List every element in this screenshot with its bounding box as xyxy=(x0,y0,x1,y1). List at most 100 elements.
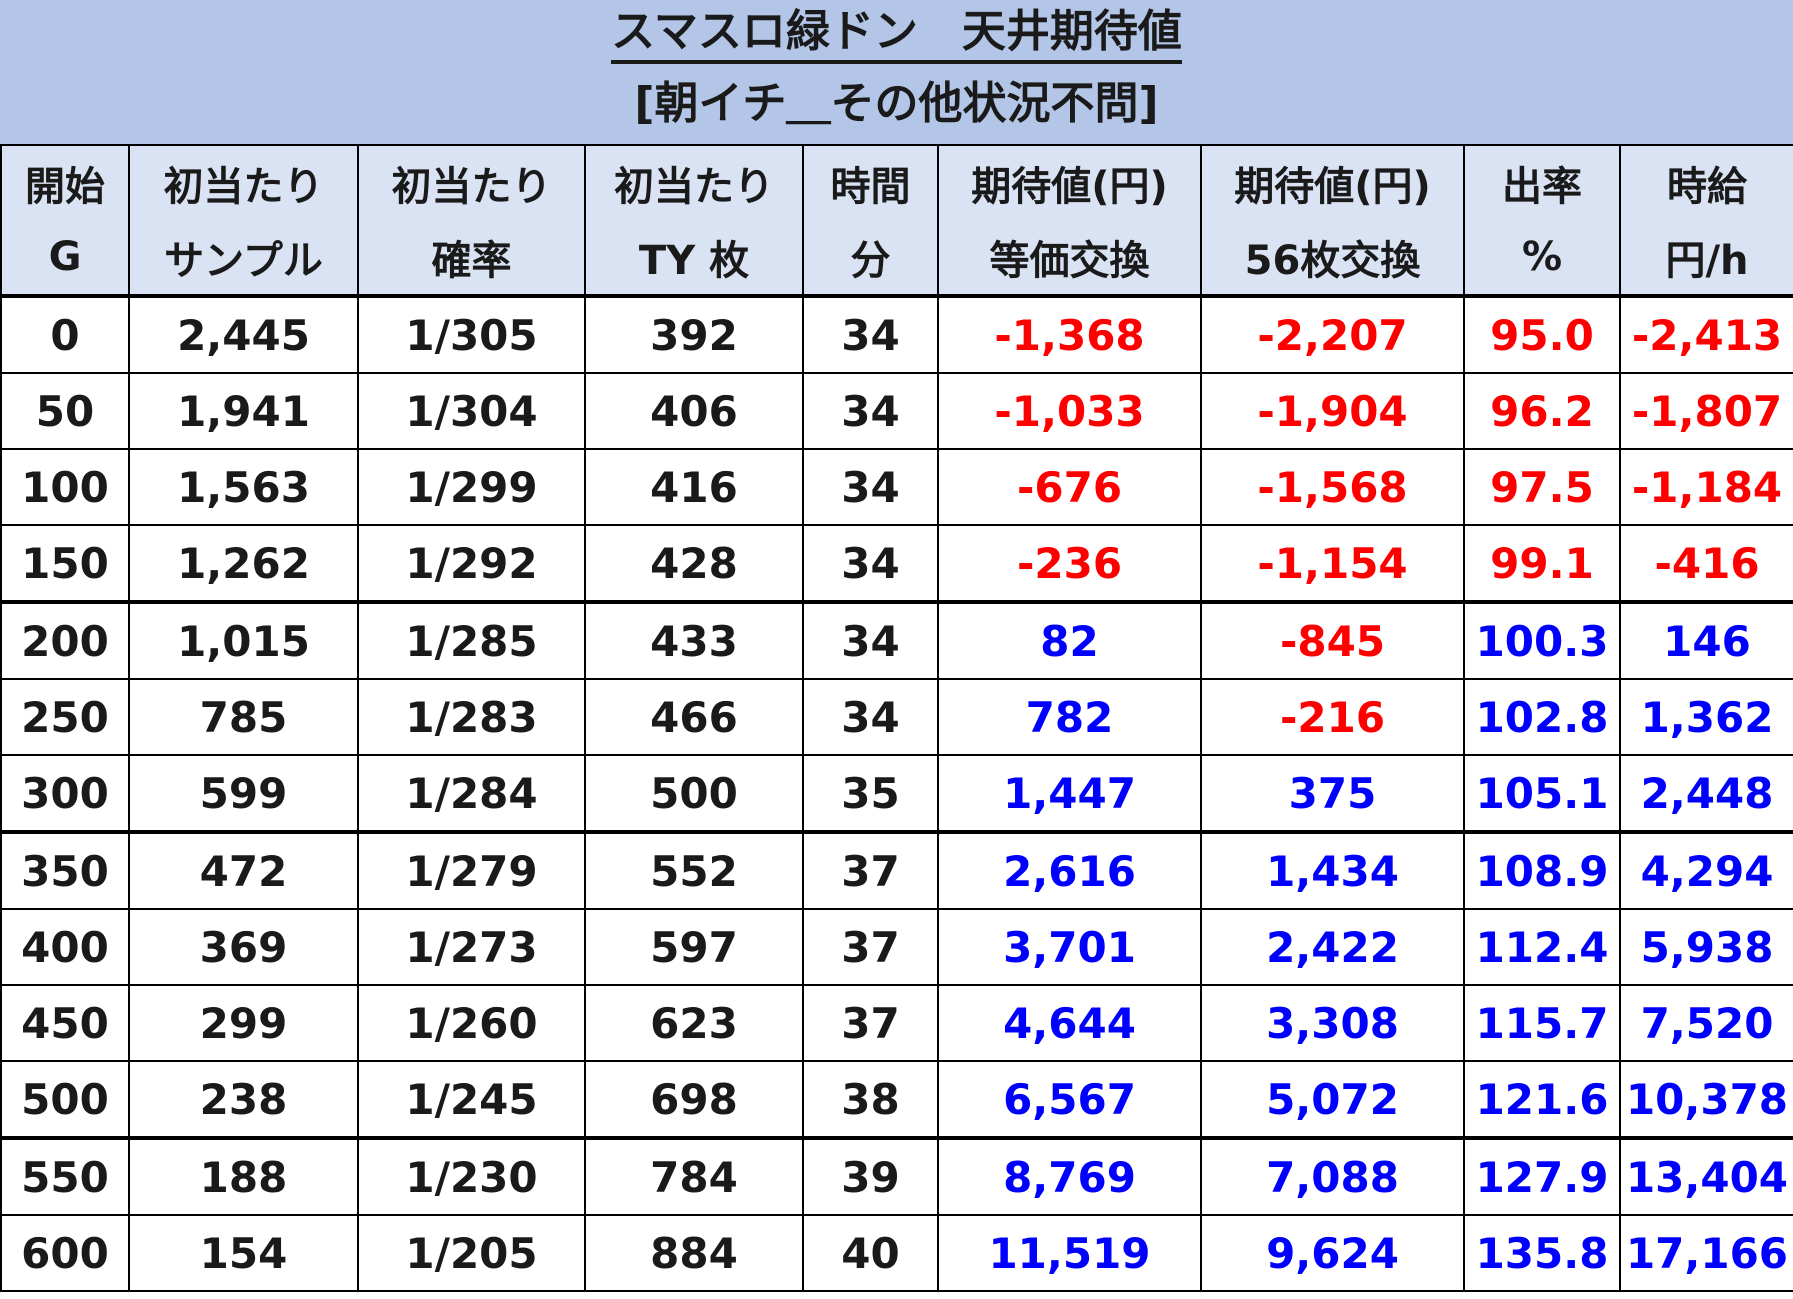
column-header-ev-56-unit: 56枚交換 xyxy=(1200,220,1465,298)
table-row: 150 1,262 1/292 428 34 -236 -1,154 99.1 -416 xyxy=(0,524,1793,603)
cell-payout-rate: 135.8 xyxy=(1463,1214,1621,1292)
cell-payout-rate: 95.0 xyxy=(1463,295,1621,374)
cell-hit-payout: 884 xyxy=(584,1214,804,1292)
cell-hit-payout: 552 xyxy=(584,830,804,910)
cell-hit-sample: 369 xyxy=(128,908,359,986)
cell-hourly: 2,448 xyxy=(1619,754,1793,833)
cell-hourly: 4,294 xyxy=(1619,830,1793,910)
cell-start-game: 500 xyxy=(0,1060,130,1139)
cell-payout-rate: 127.9 xyxy=(1463,1136,1621,1216)
cell-payout-rate: 102.8 xyxy=(1463,678,1621,756)
cell-start-game: 50 xyxy=(0,372,130,450)
cell-hit-sample: 2,445 xyxy=(128,295,359,374)
cell-payout-rate: 100.3 xyxy=(1463,600,1621,680)
cell-ev-equal: 8,769 xyxy=(937,1136,1202,1216)
cell-hourly: 5,938 xyxy=(1619,908,1793,986)
cell-time: 37 xyxy=(802,908,939,986)
column-header-ev-equal: 期待値(円) xyxy=(937,144,1202,220)
cell-payout-rate: 108.9 xyxy=(1463,830,1621,910)
cell-ev-equal: -1,033 xyxy=(937,372,1202,450)
column-header-hit-sample-unit: サンプル xyxy=(128,220,359,298)
cell-hit-probability: 1/230 xyxy=(357,1136,586,1216)
cell-ev-56: -216 xyxy=(1200,678,1465,756)
cell-hit-payout: 784 xyxy=(584,1136,804,1216)
cell-start-game: 400 xyxy=(0,908,130,986)
ceiling-expected-value-table: 開始 初当たり 初当たり 初当たり 時間 期待値(円) 期待値(円) 出率 時給 G サンプル 確率… xyxy=(0,144,1793,1292)
cell-hourly: 17,166 xyxy=(1619,1214,1793,1292)
column-header-hit-probability: 初当たり xyxy=(357,144,586,220)
cell-ev-56: -845 xyxy=(1200,600,1465,680)
cell-hit-payout: 597 xyxy=(584,908,804,986)
column-header-ev-56: 期待値(円) xyxy=(1200,144,1465,220)
title-block: スマスロ緑ドン 天井期待値 [朝イチ＿その他状況不問] xyxy=(0,0,1793,144)
cell-ev-56: 2,422 xyxy=(1200,908,1465,986)
cell-time: 34 xyxy=(802,600,939,680)
cell-time: 34 xyxy=(802,448,939,526)
cell-hit-probability: 1/260 xyxy=(357,984,586,1062)
cell-ev-56: 3,308 xyxy=(1200,984,1465,1062)
cell-ev-equal: 3,701 xyxy=(937,908,1202,986)
cell-ev-equal: -676 xyxy=(937,448,1202,526)
cell-ev-56: 1,434 xyxy=(1200,830,1465,910)
cell-time: 34 xyxy=(802,295,939,374)
cell-hit-sample: 1,015 xyxy=(128,600,359,680)
cell-ev-56: -1,154 xyxy=(1200,524,1465,603)
cell-time: 37 xyxy=(802,984,939,1062)
cell-start-game: 600 xyxy=(0,1214,130,1292)
cell-time: 37 xyxy=(802,830,939,910)
column-header-hourly: 時給 xyxy=(1619,144,1793,220)
cell-ev-56: 9,624 xyxy=(1200,1214,1465,1292)
cell-time: 35 xyxy=(802,754,939,833)
cell-ev-56: -1,568 xyxy=(1200,448,1465,526)
header-row-bottom: G サンプル 確率 TY 枚分等価交換 56枚交換% 円/h xyxy=(0,220,1793,298)
cell-hit-sample: 188 xyxy=(128,1136,359,1216)
column-header-start-game-unit: G xyxy=(0,220,130,298)
cell-payout-rate: 121.6 xyxy=(1463,1060,1621,1139)
cell-start-game: 450 xyxy=(0,984,130,1062)
cell-hourly: 13,404 xyxy=(1619,1136,1793,1216)
table-row: 0 2,445 1/305 392 34 -1,368 -2,207 95.0 -2,413 xyxy=(0,295,1793,374)
cell-start-game: 350 xyxy=(0,830,130,910)
cell-ev-equal: 1,447 xyxy=(937,754,1202,833)
cell-payout-rate: 115.7 xyxy=(1463,984,1621,1062)
table-header: 開始 初当たり 初当たり 初当たり 時間 期待値(円) 期待値(円) 出率 時給 G サンプル 確率… xyxy=(0,144,1793,298)
table-row: 400 369 1/273 597 37 3,701 2,422 112.4 5,938 xyxy=(0,908,1793,986)
cell-time: 39 xyxy=(802,1136,939,1216)
table-title: スマスロ緑ドン 天井期待値 xyxy=(0,6,1793,64)
table-row: 350 472 1/279 552 37 2,616 1,434 108.9 4,294 xyxy=(0,830,1793,910)
table-row: 100 1,563 1/299 416 34 -676 -1,568 97.5 -1,184 xyxy=(0,448,1793,526)
cell-payout-rate: 112.4 xyxy=(1463,908,1621,986)
cell-ev-equal: 4,644 xyxy=(937,984,1202,1062)
column-header-payout-rate-unit: % xyxy=(1463,220,1621,298)
cell-hourly: 10,378 xyxy=(1619,1060,1793,1139)
cell-hourly: 1,362 xyxy=(1619,678,1793,756)
cell-start-game: 150 xyxy=(0,524,130,603)
cell-hit-payout: 406 xyxy=(584,372,804,450)
table-row: 250 785 1/283 466 34 782 -216 102.8 1,362 xyxy=(0,678,1793,756)
table-subtitle: [朝イチ＿その他状況不問] xyxy=(634,78,1159,129)
cell-hit-payout: 500 xyxy=(584,754,804,833)
table-row: 550 188 1/230 784 39 8,769 7,088 127.9 13,404 xyxy=(0,1136,1793,1216)
cell-ev-56: 7,088 xyxy=(1200,1136,1465,1216)
column-header-hit-probability-unit: 確率 xyxy=(357,220,586,298)
cell-hit-probability: 1/284 xyxy=(357,754,586,833)
cell-ev-equal: 11,519 xyxy=(937,1214,1202,1292)
cell-hit-sample: 1,563 xyxy=(128,448,359,526)
cell-hit-probability: 1/299 xyxy=(357,448,586,526)
table-row: 600 154 1/205 884 40 11,519 9,624 135.8 17,166 xyxy=(0,1214,1793,1292)
column-header-time-unit: 分 xyxy=(802,220,939,298)
cell-start-game: 100 xyxy=(0,448,130,526)
cell-hit-payout: 623 xyxy=(584,984,804,1062)
cell-hourly: -1,184 xyxy=(1619,448,1793,526)
cell-hit-payout: 698 xyxy=(584,1060,804,1139)
cell-hit-sample: 785 xyxy=(128,678,359,756)
cell-time: 34 xyxy=(802,372,939,450)
cell-hit-probability: 1/304 xyxy=(357,372,586,450)
table-row: 50 1,941 1/304 406 34 -1,033 -1,904 96.2 -1,807 xyxy=(0,372,1793,450)
column-header-payout-rate: 出率 xyxy=(1463,144,1621,220)
cell-hit-sample: 238 xyxy=(128,1060,359,1139)
cell-hit-payout: 416 xyxy=(584,448,804,526)
cell-ev-equal: 2,616 xyxy=(937,830,1202,910)
cell-payout-rate: 105.1 xyxy=(1463,754,1621,833)
cell-hit-probability: 1/273 xyxy=(357,908,586,986)
